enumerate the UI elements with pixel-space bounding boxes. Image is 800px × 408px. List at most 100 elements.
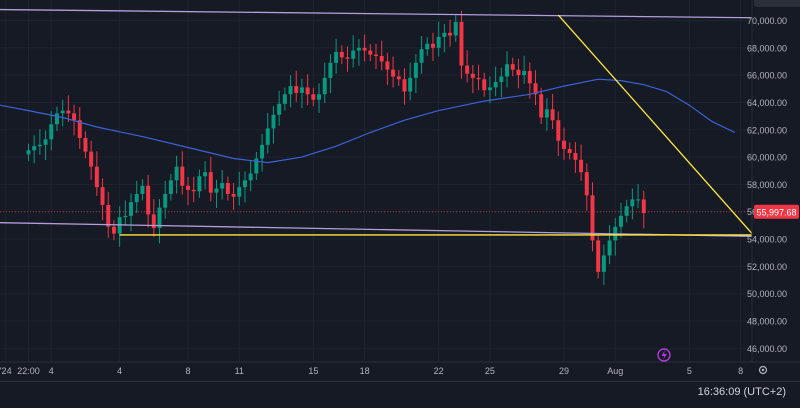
candle-body [465, 65, 470, 74]
flash-icon[interactable] [657, 348, 671, 362]
candle-body [89, 151, 94, 167]
price-tick-label[interactable]: 68,000.00 [747, 43, 787, 53]
candle-body [328, 62, 333, 78]
candle-body [197, 176, 202, 192]
price-tick-label[interactable]: 48,000.00 [747, 317, 787, 327]
candle-body [630, 199, 635, 207]
candle-body [590, 195, 595, 241]
candle-body [499, 76, 504, 82]
candle-body [123, 215, 128, 218]
time-tick-label[interactable]: 18 [360, 366, 370, 376]
candle-body [225, 183, 230, 194]
time-tick-label[interactable]: 22:00 [17, 366, 40, 376]
candle-body [277, 103, 282, 115]
price-tick-label[interactable]: 46,000.00 [747, 344, 787, 354]
candle-body [72, 113, 77, 121]
price-tick-label[interactable]: 66,000.00 [747, 71, 787, 81]
price-tick-label[interactable]: 54,000.00 [747, 235, 787, 245]
candle-body [567, 148, 572, 153]
candle-body [573, 152, 578, 160]
price-tick-label[interactable]: 62,000.00 [747, 125, 787, 135]
candle-body [396, 76, 401, 80]
time-tick-label[interactable]: '24 [0, 366, 12, 376]
time-tick-label[interactable]: 15 [308, 366, 318, 376]
candle-body [505, 64, 510, 77]
trendline[interactable] [0, 222, 753, 237]
candle-body [220, 183, 225, 189]
candle-body [356, 47, 361, 51]
price-tick-label[interactable]: 50,000.00 [747, 289, 787, 299]
time-tick-label[interactable]: 25 [485, 366, 495, 376]
candle-body [288, 86, 293, 95]
candle-body [214, 188, 219, 193]
candle-body [66, 110, 71, 114]
settings-icon[interactable] [758, 365, 768, 375]
candle-body [282, 94, 287, 104]
candle-body [106, 204, 111, 227]
candle-body [191, 189, 196, 192]
candle-body [482, 79, 487, 91]
candle-body [636, 199, 641, 201]
candle-body [168, 180, 173, 194]
price-tick-label[interactable]: 70,000.00 [747, 16, 787, 26]
candle-body [322, 77, 327, 95]
top-right-badge [754, 0, 800, 7]
candle-body [60, 110, 65, 114]
candle-body [111, 226, 116, 234]
price-tick-label[interactable]: 52,000.00 [747, 262, 787, 272]
candle-body [129, 202, 134, 216]
candle-body [493, 81, 498, 88]
candle-body [601, 255, 606, 272]
candle-body [134, 193, 139, 203]
candle-body [208, 172, 213, 193]
candle-body [37, 144, 42, 147]
candles [26, 10, 646, 285]
candle-body [305, 87, 310, 95]
candle-body [391, 69, 396, 77]
last-price-badge[interactable] [754, 204, 799, 219]
candle-body [146, 185, 151, 215]
price-tick-label[interactable]: 64,000.00 [747, 98, 787, 108]
time-tick-label[interactable]: 4 [49, 366, 54, 376]
time-tick-label[interactable]: Aug [607, 366, 623, 376]
candle-body [641, 199, 646, 214]
candle-body [231, 193, 236, 197]
price-axis[interactable]: 46,000.00 48,000.00 50,000.00 52,000.00 54,0… [747, 0, 799, 362]
candle-body [413, 62, 418, 78]
trendline[interactable] [0, 8, 753, 19]
trendline[interactable] [557, 14, 753, 235]
candle-body [544, 109, 549, 118]
status-bar: 16:36:09 (UTC+2) [0, 381, 800, 404]
candle-body [579, 159, 584, 173]
time-tick-label[interactable]: 5 [687, 366, 692, 376]
candle-body [522, 71, 527, 76]
candle-body [43, 139, 48, 145]
price-tick-label[interactable]: 60,000.00 [747, 153, 787, 163]
annotations-front[interactable] [0, 8, 753, 237]
candle-body [510, 64, 515, 70]
candle-body [32, 146, 37, 151]
time-tick-label[interactable]: 29 [559, 366, 569, 376]
candle-body [242, 180, 247, 188]
last-price-label[interactable]: 55,997.68 [756, 207, 796, 217]
time-tick-label[interactable]: 22 [434, 366, 444, 376]
candle-body [77, 120, 82, 138]
price-tick-label[interactable]: 58,000.00 [747, 180, 787, 190]
candle-body [379, 56, 384, 62]
candle-body [163, 193, 168, 208]
candle-body [271, 114, 276, 129]
candle-body [339, 51, 344, 58]
candle-body [248, 173, 253, 181]
time-tick-label[interactable]: 8 [738, 366, 743, 376]
candle-body [294, 86, 299, 93]
candle-body [419, 49, 424, 63]
time-tick-label[interactable]: 8 [185, 366, 190, 376]
time-tick-label[interactable]: 4 [117, 366, 122, 376]
candle-body [186, 185, 190, 190]
time-tick-label[interactable]: 11 [235, 366, 244, 376]
candle-body [260, 144, 265, 159]
candle-body [265, 128, 270, 145]
